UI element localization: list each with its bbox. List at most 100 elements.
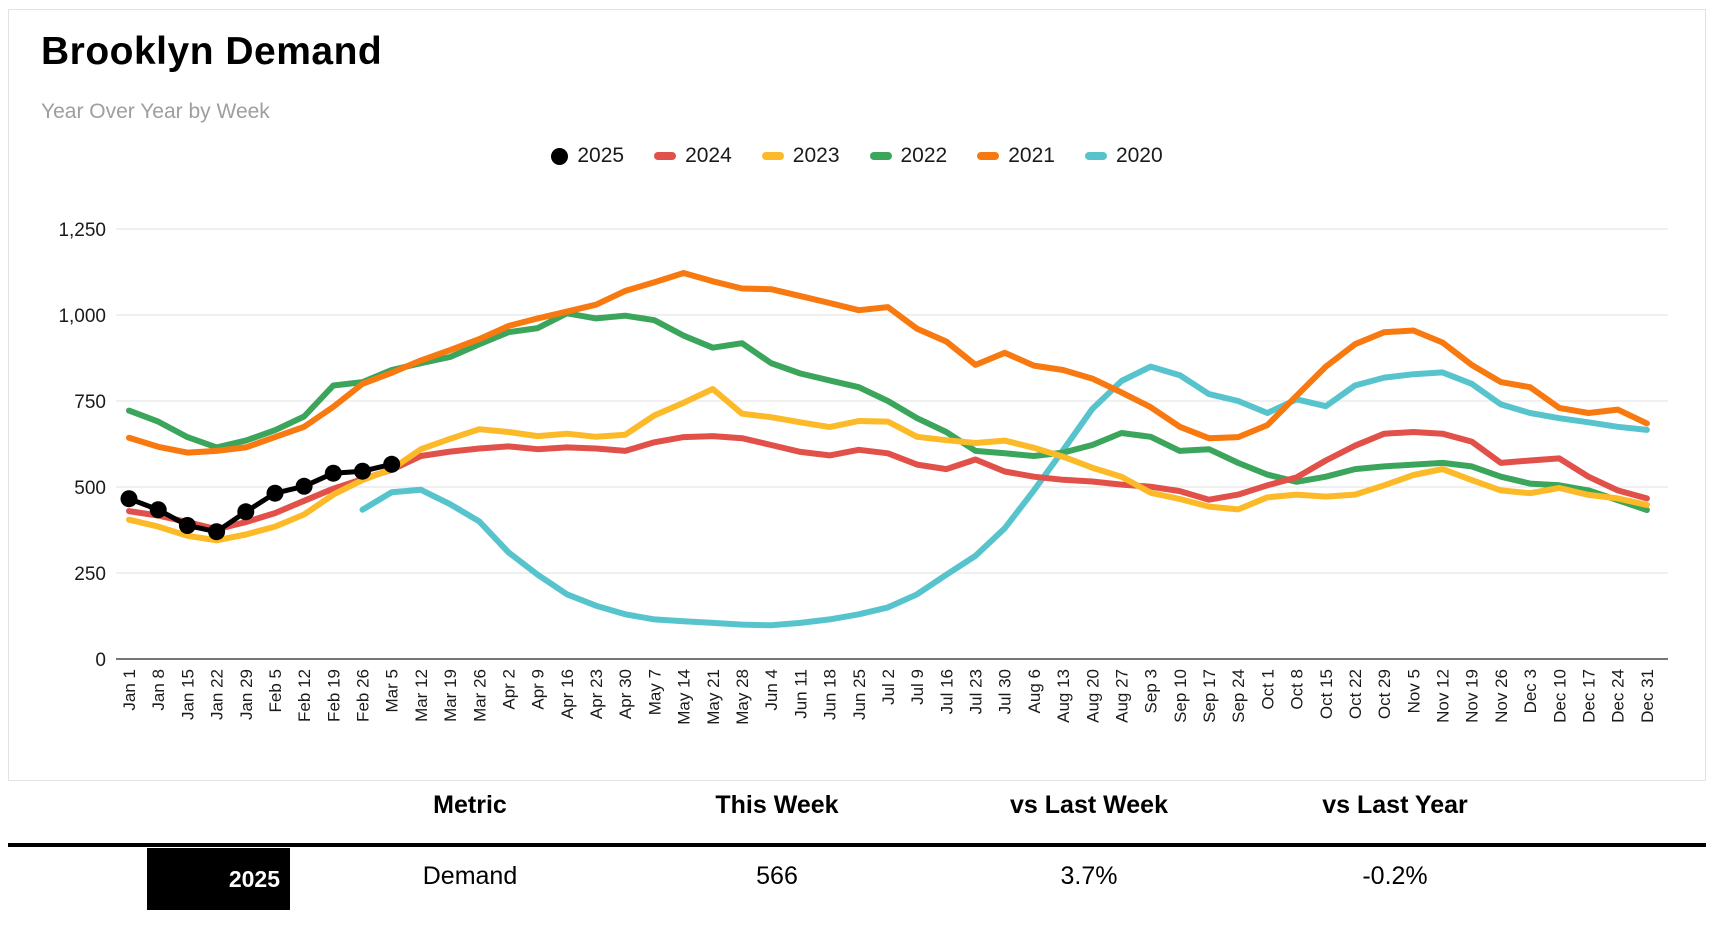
data-point-2025-Jan-8: [149, 501, 167, 519]
x-axis-tick: Aug 13: [1054, 669, 1073, 723]
table-cell-vs-last-week: 3.7%: [1060, 862, 1118, 890]
y-axis-tick: 500: [74, 478, 106, 499]
y-axis-tick: 1,000: [58, 306, 106, 327]
legend-label: 2023: [792, 144, 840, 167]
x-axis-tick: Oct 15: [1317, 669, 1336, 719]
x-axis-tick: May 7: [645, 669, 664, 715]
series-line-2021: [126, 270, 1650, 456]
x-axis-tick: Dec 24: [1609, 669, 1628, 723]
legend-item-2024[interactable]: 2024: [654, 144, 732, 168]
x-axis-tick: Jan 29: [237, 669, 256, 720]
table-header-this-week: This Week: [715, 791, 839, 819]
x-axis-tick: Aug 6: [1025, 669, 1044, 713]
x-axis-tick: Jul 23: [967, 669, 986, 714]
circle-marker-icon: [551, 147, 569, 165]
x-axis-tick: Dec 31: [1638, 669, 1657, 723]
table-header-metric: Metric: [433, 791, 507, 819]
table-cell-vs-last-year: -0.2%: [1362, 862, 1428, 890]
y-axis-tick: 1,250: [58, 220, 106, 241]
year-badge-2025: 2025: [147, 848, 290, 910]
x-axis-tick: Dec 17: [1580, 669, 1599, 723]
data-point-2025-Feb-5: [266, 484, 284, 502]
x-axis-tick: Feb 26: [354, 669, 373, 722]
chart-subtitle: Year Over Year by Week: [41, 100, 270, 123]
table-cell-metric: Demand: [422, 862, 518, 890]
x-axis-tick: Sep 17: [1200, 669, 1219, 723]
data-point-2025-Mar-5: [383, 455, 401, 473]
legend-item-2022[interactable]: 2022: [869, 144, 948, 168]
dash-marker-icon: [654, 152, 677, 160]
x-axis-tick: May 28: [733, 669, 752, 725]
y-axis-tick: 250: [74, 564, 106, 585]
series-line-2020: [359, 363, 1650, 629]
x-axis-tick: Jan 15: [178, 669, 197, 720]
x-axis-tick: Oct 29: [1375, 669, 1394, 719]
legend-item-2023[interactable]: 2023: [761, 144, 840, 168]
x-axis-tick: Jun 11: [791, 669, 810, 719]
table-cell-this-week: 566: [756, 862, 798, 890]
x-axis-tick: Feb 12: [295, 669, 314, 722]
x-axis-tick: Jun 18: [821, 669, 840, 720]
x-axis-tick: Jun 4: [762, 669, 781, 711]
x-axis-tick: Aug 20: [1083, 669, 1102, 723]
dash-marker-icon: [869, 152, 892, 160]
legend-label: 2024: [685, 144, 732, 167]
x-axis-tick: Sep 3: [1142, 669, 1161, 713]
legend-label: 2025: [577, 144, 625, 167]
x-axis-tick: Mar 12: [412, 669, 431, 722]
x-axis-tick: Jul 30: [996, 669, 1015, 714]
legend-item-2020[interactable]: 2020: [1084, 144, 1163, 168]
legend-label: 2020: [1115, 144, 1163, 167]
chart-title: Brooklyn Demand: [41, 30, 383, 73]
x-axis-tick: Jul 9: [908, 669, 927, 705]
series-line-2023: [126, 386, 1650, 544]
legend-label: 2021: [1008, 144, 1055, 167]
data-point-2025-Feb-26: [354, 462, 371, 480]
x-axis-tick: Dec 3: [1521, 669, 1540, 713]
x-axis-tick: Jan 22: [208, 669, 227, 720]
data-point-2025-Feb-19: [324, 464, 342, 482]
x-axis-tick: Jul 16: [937, 669, 956, 714]
x-axis-tick: Nov 19: [1463, 669, 1482, 723]
x-axis-tick: Apr 23: [587, 669, 606, 719]
table-divider: [8, 843, 1706, 847]
data-point-2025-Jan-15: [178, 517, 196, 534]
chart-card: Brooklyn Demand Year Over Year by Week 2…: [8, 9, 1706, 781]
x-axis-tick: May 14: [675, 669, 694, 725]
x-axis-tick: Apr 2: [499, 669, 518, 710]
x-axis-tick: Nov 5: [1404, 669, 1423, 713]
dash-marker-icon: [1084, 152, 1107, 160]
dash-marker-icon: [761, 152, 784, 160]
x-axis-tick: Oct 8: [1288, 669, 1307, 710]
y-axis-tick: 0: [95, 650, 106, 671]
legend: 2025 2024 2023 2022 2021 2020: [9, 144, 1705, 168]
legend-item-2021[interactable]: 2021: [977, 144, 1055, 168]
x-axis-tick: Apr 30: [616, 669, 635, 719]
x-axis-tick: Sep 24: [1229, 669, 1248, 723]
y-axis-tick: 750: [74, 392, 106, 413]
x-axis-tick: Oct 1: [1258, 669, 1277, 710]
legend-item-2025[interactable]: 2025: [551, 144, 624, 168]
x-axis-tick: Sep 10: [1171, 669, 1190, 723]
x-axis-tick: May 21: [704, 669, 723, 725]
x-axis-tick: Feb 19: [324, 669, 343, 722]
x-axis-tick: Feb 5: [266, 669, 285, 712]
x-axis-tick: Apr 16: [558, 669, 577, 719]
x-axis-tick: Mar 26: [470, 669, 489, 722]
demand-chart[interactable]: 0 250 500 750 1,000 1,250 Jan 1 Jan 8 Jan 15 Jan …: [9, 10, 1705, 780]
x-axis-tick: Mar 5: [383, 669, 402, 712]
data-point-2025-Jan-29: [237, 503, 255, 521]
data-point-2025-Feb-12: [295, 477, 313, 495]
data-point-2025-Jan-1: [120, 490, 138, 508]
x-axis-tick: Jan 8: [149, 669, 168, 711]
series-line-2025: [126, 461, 395, 535]
x-axis-tick: Nov 12: [1434, 669, 1453, 723]
table-header-vs-last-week: vs Last Week: [1010, 791, 1168, 819]
x-axis-tick: Nov 26: [1492, 669, 1511, 723]
x-axis-tick: Oct 22: [1346, 669, 1365, 719]
x-axis-tick: Mar 19: [441, 669, 460, 722]
legend-label: 2022: [900, 144, 948, 167]
table-header-vs-last-year: vs Last Year: [1322, 791, 1468, 819]
x-axis-tick: Aug 27: [1112, 669, 1131, 723]
